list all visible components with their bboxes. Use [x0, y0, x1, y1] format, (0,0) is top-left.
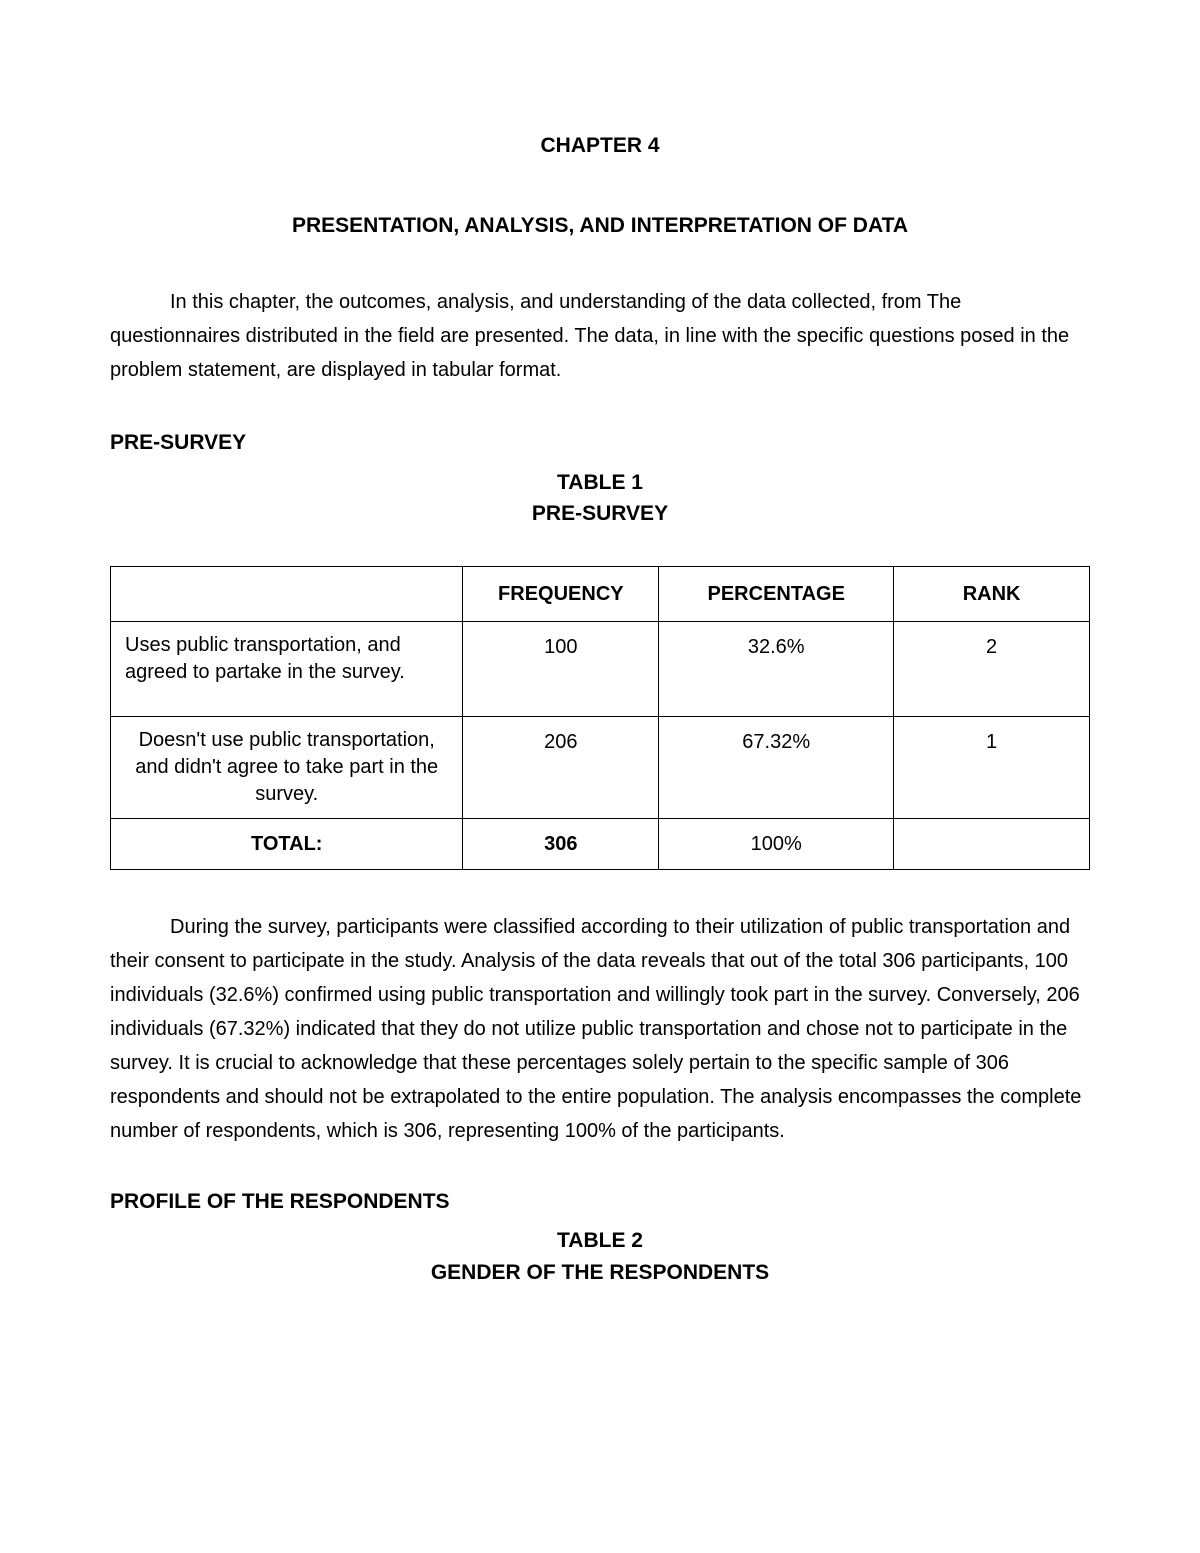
table1-col-frequency: FREQUENCY — [463, 566, 659, 621]
table1-total-perc: 100% — [659, 818, 894, 869]
table2-caption: GENDER OF THE RESPONDENTS — [110, 1257, 1090, 1289]
table1-r1-perc: 32.6% — [659, 621, 894, 716]
table1-r2-rank: 1 — [894, 716, 1090, 818]
table1-r1-desc: Uses public transportation, and agreed t… — [111, 621, 463, 716]
presurvey-heading: PRE-SURVEY — [110, 427, 1090, 459]
table1-total-rank — [894, 818, 1090, 869]
table1-r2-perc: 67.32% — [659, 716, 894, 818]
intro-paragraph: In this chapter, the outcomes, analysis,… — [110, 285, 1090, 387]
section-title: PRESENTATION, ANALYSIS, AND INTERPRETATI… — [110, 210, 1090, 242]
table1-col-rank: RANK — [894, 566, 1090, 621]
table1-col-percentage: PERCENTAGE — [659, 566, 894, 621]
table1-total-label: TOTAL: — [111, 818, 463, 869]
table1-r1-freq: 100 — [463, 621, 659, 716]
table1-r1-rank: 2 — [894, 621, 1090, 716]
table1-caption: PRE-SURVEY — [110, 498, 1090, 530]
table1-header-row: FREQUENCY PERCENTAGE RANK — [111, 566, 1090, 621]
table-row-total: TOTAL: 306 100% — [111, 818, 1090, 869]
table1-total-freq: 306 — [463, 818, 659, 869]
presurvey-analysis: During the survey, participants were cla… — [110, 910, 1090, 1148]
table1-r2-freq: 206 — [463, 716, 659, 818]
table-row: Doesn't use public transportation, and d… — [111, 716, 1090, 818]
table1: FREQUENCY PERCENTAGE RANK Uses public tr… — [110, 566, 1090, 870]
chapter-title: CHAPTER 4 — [110, 130, 1090, 162]
table2-label: TABLE 2 — [110, 1225, 1090, 1257]
profile-heading: PROFILE OF THE RESPONDENTS — [110, 1186, 1090, 1218]
table-row: Uses public transportation, and agreed t… — [111, 621, 1090, 716]
table1-r2-desc: Doesn't use public transportation, and d… — [111, 716, 463, 818]
table1-col-blank — [111, 566, 463, 621]
table1-label: TABLE 1 — [110, 467, 1090, 499]
